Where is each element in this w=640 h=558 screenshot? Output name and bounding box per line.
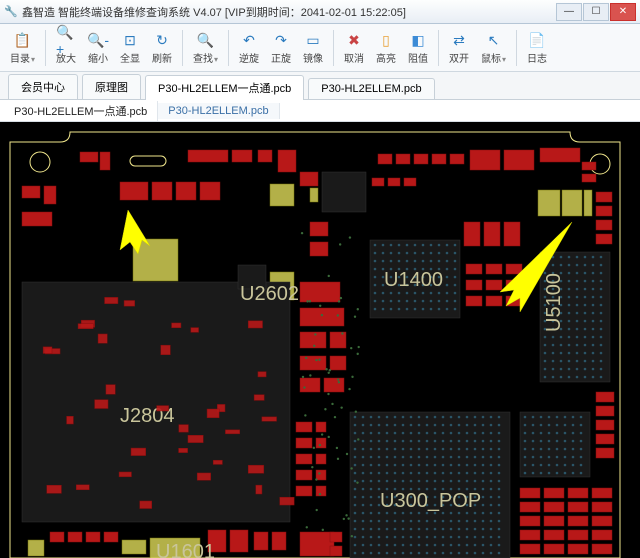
doc-tabs: P30-HL2ELLEM一点通.pcbP30-HL2ELLEM.pcb [0,100,640,122]
tool-放大[interactable]: 🔍+放大 [50,28,82,67]
tab1-item[interactable]: P30-HL2ELLEM一点通.pcb [145,75,304,100]
tool-取消[interactable]: ✖取消 [338,28,370,67]
tool-缩小[interactable]: 🔍-缩小 [82,28,114,67]
close-button[interactable]: ✕ [610,3,636,21]
tool-高亮[interactable]: ▯高亮 [370,28,402,67]
title-text: 鑫智造 智能终端设备维修查询系统 V4.07 [VIP到期时间：2041-02-… [22,4,406,20]
tool-全显[interactable]: ⊡全显 [114,28,146,67]
tab1-item[interactable]: 会员中心 [8,74,78,99]
svg-text:U2602: U2602 [240,283,299,305]
toolbar: 📋目录▾ 🔍+放大🔍-缩小⊡全显↻刷新 🔍查找▾ ↶逆旋↷正旋▭镜像 ✖取消▯高亮◧阻值… [0,24,640,72]
maximize-button[interactable]: ☐ [583,3,609,21]
pcb-canvas[interactable]: J2804U300_POPU1400U5100U1601U2602 [0,122,640,558]
tab1-item[interactable]: P30-HL2ELLEM.pcb [308,78,434,99]
tool-双开[interactable]: ⇄双开 [443,28,475,67]
tool-正旋[interactable]: ↷正旋 [265,28,297,67]
tab2-item[interactable]: P30-HL2ELLEM.pcb [158,103,279,119]
tool-逆旋[interactable]: ↶逆旋 [233,28,265,67]
tool-刷新[interactable]: ↻刷新 [146,28,178,67]
tab2-item[interactable]: P30-HL2ELLEM一点通.pcb [4,101,158,121]
tab1-item[interactable]: 原理图 [82,74,141,99]
pcb-svg: J2804U300_POPU1400U5100U1601U2602 [0,122,640,558]
tool-查找[interactable]: 🔍查找▾ [187,28,224,67]
titlebar: 🔧 鑫智造 智能终端设备维修查询系统 V4.07 [VIP到期时间：2041-0… [0,0,640,24]
tool-阻值[interactable]: ◧阻值 [402,28,434,67]
main-tabs: 会员中心原理图P30-HL2ELLEM一点通.pcbP30-HL2ELLEM.p… [0,72,640,100]
svg-text:U1400: U1400 [384,269,443,291]
tool-日志[interactable]: 📄日志 [521,28,553,67]
svg-text:U1601: U1601 [156,541,215,558]
tool-目录[interactable]: 📋目录▾ [4,28,41,67]
tool-镜像[interactable]: ▭镜像 [297,28,329,67]
svg-text:U300_POP: U300_POP [380,490,481,512]
minimize-button[interactable]: — [556,3,582,21]
svg-text:U5100: U5100 [543,273,565,332]
tool-鼠标[interactable]: ↖鼠标▾ [475,28,512,67]
app-icon: 🔧 [4,5,18,19]
